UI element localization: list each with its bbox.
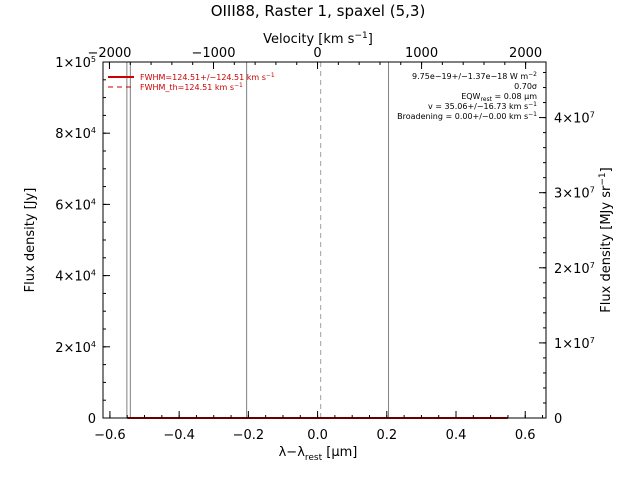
left-tick-label-exp: 4 [91,197,96,206]
right-tick-label-base: 2×10 [554,262,590,277]
right-tick-label-exp: 7 [590,336,595,345]
y-right-axis-label-end: ] [599,167,614,172]
annotation-3: v = 35.06+/−16.73 km s−1 [428,101,537,111]
left-tick-label-exp: 4 [91,269,96,278]
right-tick-label-3: 3×107 [554,186,595,202]
right-tick-label-base: 1×10 [554,337,590,352]
top-tick-label-4: 2000 [509,46,542,61]
right-tick-label-exp: 7 [590,261,595,270]
annotation-2: EQWrest = 0.08 μm [461,92,537,103]
left-tick-label-exp: 4 [91,340,96,349]
top-axis-label: Velocity [km s−1] [263,31,373,47]
top-tick-label-3: 1000 [405,46,438,61]
annotation-text: Broadening = 0.00+/−0.00 km s [397,112,528,121]
y-right-axis-label-main: Flux density [MJy sr [599,185,614,313]
right-tick-label-4: 4×107 [554,111,595,127]
right-tick-label-1: 1×107 [554,336,595,352]
chart-title: OIII88, Raster 1, spaxel (5,3) [211,2,426,20]
legend-label-sup: −1 [234,82,243,89]
bottom-tick-label-6: 0.6 [515,428,536,443]
top-axis-label-main: Velocity [km s [263,32,355,47]
annotation-sup: −1 [528,101,537,108]
legend: FWHM=124.51+/−124.51 km s−1FWHM_th=124.5… [108,72,275,92]
top-axis-label-end: ] [368,32,373,47]
left-tick-label-5: 1×105 [55,55,96,71]
left-tick-label-base: 4×10 [55,270,91,285]
left-tick-label-base: 6×10 [55,198,91,213]
right-tick-label-base: 3×10 [554,187,590,202]
bottom-tick-label-1: −0.4 [163,428,195,443]
x-axis-label-main: λ−λ [279,445,306,460]
right-tick-label-base: 4×10 [554,112,590,127]
plot-area: −0.6 −0.4 −0.2 0.0 0.2 0.4 0.6 −2000 −1000 0 1000 2… [55,46,595,443]
top-axis-label-sup: −1 [354,31,367,41]
annotation-sub: rest [480,96,492,103]
bottom-tick-label-2: −0.2 [233,428,265,443]
left-tick-label-2: 4×104 [55,269,96,285]
x-axis-label: λ−λrest [μm] [279,445,358,463]
x-axis-label-unit: [μm] [322,445,357,460]
right-tick-label-base: 0 [554,412,562,427]
left-tick-label-1: 2×104 [55,340,96,356]
left-tick-label-base: 2×10 [55,341,91,356]
right-tick-label-0: 0 [554,412,562,427]
right-tick-label-exp: 7 [590,111,595,120]
left-tick-label-exp: 4 [91,126,96,135]
annotation-text: 0.70σ [514,82,537,91]
annotation-text: v = 35.06+/−16.73 km s [428,102,528,111]
annotation-after: = 0.08 μm [492,92,537,101]
left-tick-label-base: 0 [88,412,96,427]
annotation-sup: −1 [528,111,537,118]
left-tick-label-4: 8×104 [55,126,96,142]
left-tick-label-exp: 5 [91,55,96,64]
y-right-axis-label-sup: −1 [598,172,608,185]
bottom-tick-label-3: 0.0 [307,428,328,443]
legend-label-1: FWHM_th=124.51 km s−1 [140,82,243,92]
bottom-tick-label-5: 0.4 [446,428,467,443]
bottom-tick-label-0: −0.6 [94,428,126,443]
left-tick-label-base: 8×10 [55,127,91,142]
y-right-axis-label: Flux density [MJy sr−1] [598,167,614,312]
annotation-0: 9.75e−19+/−1.37e−18 W m−2 [412,71,537,81]
right-tick-label-2: 2×107 [554,261,595,277]
left-tick-label-base: 1×10 [55,56,91,71]
legend-label-text: FWHM=124.51+/−124.51 km s [140,73,266,82]
left-tick-label-0: 0 [88,412,96,427]
y-axis-label: Flux density [Jy] [23,188,38,293]
top-tick-label-0: −2000 [87,46,131,61]
annotation-1: 0.70σ [514,82,537,91]
annotation-sup: −2 [528,71,537,78]
top-tick-label-1: −1000 [191,46,235,61]
legend-label-text: FWHM_th=124.51 km s [140,83,234,92]
legend-label-0: FWHM=124.51+/−124.51 km s−1 [140,72,275,82]
right-tick-label-exp: 7 [590,186,595,195]
annotation-text: 9.75e−19+/−1.37e−18 W m [412,72,528,81]
annotation-4: Broadening = 0.00+/−0.00 km s−1 [397,111,537,121]
bottom-tick-label-4: 0.2 [376,428,397,443]
left-tick-label-3: 6×104 [55,197,96,213]
legend-label-sup: −1 [266,72,275,79]
top-tick-label-2: 0 [313,46,321,61]
annotation-text: EQW [461,92,480,101]
x-axis-label-sub: rest [305,453,323,463]
